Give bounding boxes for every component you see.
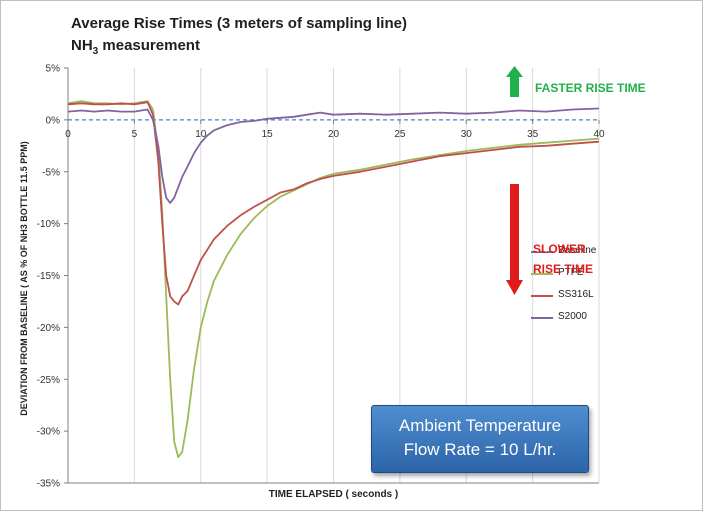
legend-swatch	[531, 251, 553, 253]
legend-swatch	[531, 317, 553, 319]
x-axis-title: TIME ELAPSED ( seconds )	[269, 489, 398, 500]
y-tick-label: 0%	[46, 115, 61, 126]
y-tick-label: -25%	[37, 375, 60, 386]
y-tick-label: -15%	[37, 271, 60, 282]
y-tick-label: -35%	[37, 479, 60, 490]
chart-subtitle: NH3 measurement	[71, 37, 200, 57]
y-tick-label: -30%	[37, 427, 60, 438]
x-tick-label: 5	[132, 129, 138, 140]
legend-label: Baseline	[558, 245, 597, 256]
conditions-temperature: Ambient Temperature	[398, 416, 562, 435]
conditions-box: Ambient Temperature Flow Rate = 10 L/hr.	[371, 405, 589, 473]
x-tick-label: 25	[394, 129, 406, 140]
slower-arrow-shaft	[510, 184, 519, 280]
legend-label: S2000	[558, 311, 587, 322]
x-tick-label: 30	[461, 129, 473, 140]
chart-title: Average Rise Times (3 meters of sampling…	[71, 15, 407, 32]
series-line-s2000	[67, 107, 600, 204]
y-axis-title: DEVIATION FROM BASELINE ( AS % OF NH3 BO…	[19, 141, 29, 416]
slower-line1: SLOWER	[533, 242, 586, 256]
faster-rise-time-label: FASTER RISE TIME	[535, 81, 646, 95]
x-tick-label: 40	[593, 129, 605, 140]
y-tick-label: -10%	[37, 219, 60, 230]
y-tick-label: 5%	[46, 64, 61, 75]
annotation-arrows	[506, 66, 523, 295]
slower-rise-time-label: SLOWER RISE TIME	[533, 239, 593, 279]
x-tick-label: 10	[195, 129, 207, 140]
x-tick-label: 15	[262, 129, 274, 140]
subtitle-rest: measurement	[98, 37, 200, 54]
series-lines	[67, 100, 600, 459]
y-tick-label: -20%	[37, 323, 60, 334]
legend-swatch	[531, 295, 553, 297]
faster-arrow-shaft	[510, 77, 519, 97]
subtitle-subscript: 3	[92, 46, 99, 57]
subtitle-main: NH	[71, 37, 93, 54]
series-line-ss316l	[67, 101, 600, 306]
legend-label: PTFE	[558, 267, 584, 278]
slower-arrow-head	[506, 280, 523, 295]
faster-arrow-head	[506, 66, 523, 77]
legend-swatch	[531, 273, 553, 275]
x-tick-label: 20	[328, 129, 340, 140]
legend-label: SS316L	[558, 289, 594, 300]
slower-line2: RISE TIME	[533, 262, 594, 276]
series-line-ptfe	[67, 100, 600, 459]
x-tick-label: 0	[65, 129, 71, 140]
axis-labels: 5% 0% -5% -10% -15% -20% -25% -30% -35% 0 5 10 15 20 2…	[19, 64, 605, 501]
y-tick-label: -5%	[42, 167, 60, 178]
x-tick-label: 35	[527, 129, 539, 140]
conditions-flow-rate: Flow Rate = 10 L/hr.	[403, 440, 557, 459]
